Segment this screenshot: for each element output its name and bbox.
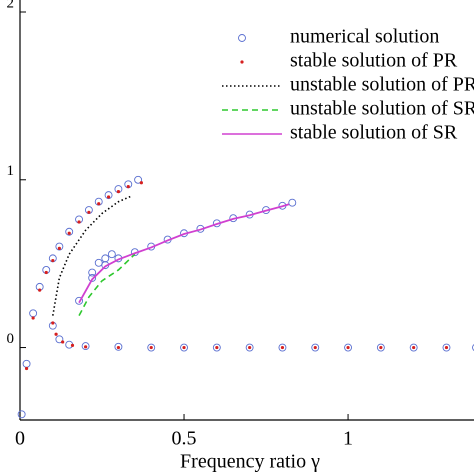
dot-marker [149, 345, 153, 350]
dot-marker [139, 181, 143, 185]
x-tick-label: 1 [343, 428, 353, 450]
circle-marker [278, 343, 287, 352]
circle-marker [81, 342, 90, 351]
dot-marker [280, 345, 285, 350]
dot-marker [444, 345, 449, 350]
circle-marker [101, 254, 110, 263]
dot-marker [116, 190, 121, 194]
circle-marker [94, 258, 103, 267]
dot-marker [38, 288, 42, 292]
dot-marker [24, 366, 29, 371]
dot-marker [248, 345, 252, 350]
dot-marker [54, 332, 58, 336]
circle-marker [180, 343, 188, 352]
x-axis-label: Frequency ratio γ [180, 451, 320, 473]
x-tick-label: 0 [15, 428, 25, 450]
circle-marker [442, 343, 451, 352]
circle-marker [29, 309, 38, 318]
circle-marker [107, 250, 116, 259]
dot-marker [412, 345, 416, 350]
y-tick-label: 0 [7, 331, 15, 347]
circle-marker [288, 198, 297, 207]
circle-marker [22, 359, 31, 368]
dot-marker [61, 340, 65, 344]
legend-swatch [238, 34, 246, 42]
circle-marker [114, 342, 123, 351]
dot-marker [215, 345, 219, 350]
dot-marker [57, 246, 61, 250]
circle-marker [88, 268, 97, 277]
dot-marker [313, 345, 317, 350]
circle-marker [75, 296, 84, 305]
circle-marker [409, 343, 418, 352]
circle-marker [344, 343, 353, 352]
circle-marker [65, 227, 74, 236]
circle-marker [472, 344, 474, 351]
legend-label: unstable solution of SR [290, 98, 474, 120]
dot-marker [87, 210, 91, 214]
dot-marker [106, 195, 111, 199]
dot-marker [70, 343, 75, 348]
series-line [78, 203, 290, 304]
dot-marker [67, 231, 71, 235]
circle-marker [311, 343, 320, 352]
series-line [52, 195, 132, 316]
dot-marker [126, 185, 130, 189]
dot-marker [51, 321, 55, 325]
legend-label: unstable solution of PR [290, 74, 474, 96]
circle-marker [104, 191, 113, 200]
dot-marker [379, 345, 383, 350]
y-tick-label: 2 [7, 0, 15, 11]
circle-marker [88, 273, 97, 282]
circle-marker [376, 343, 385, 352]
circle-marker [134, 175, 143, 184]
dot-marker [77, 220, 81, 224]
dot-marker [84, 345, 88, 349]
dot-marker [31, 316, 35, 320]
dot-marker [97, 202, 101, 206]
dot-marker [51, 258, 55, 263]
legend-label: stable solution of SR [290, 122, 458, 144]
dot-marker [346, 345, 350, 350]
series-line [78, 253, 136, 316]
x-tick-label: 0.5 [172, 428, 197, 450]
legend-label: stable solution of PR [290, 50, 458, 72]
dot-marker [116, 345, 121, 350]
legend-label: numerical solution [290, 26, 439, 48]
circle-marker [212, 343, 221, 352]
legend-swatch [240, 60, 244, 64]
dot-marker [182, 345, 186, 350]
dot-marker [44, 270, 48, 275]
circle-marker [17, 410, 26, 419]
y-tick-label: 1 [7, 163, 15, 179]
circle-marker [147, 343, 156, 352]
circle-marker [55, 242, 64, 251]
circle-marker [55, 335, 64, 344]
circle-marker [245, 343, 254, 352]
